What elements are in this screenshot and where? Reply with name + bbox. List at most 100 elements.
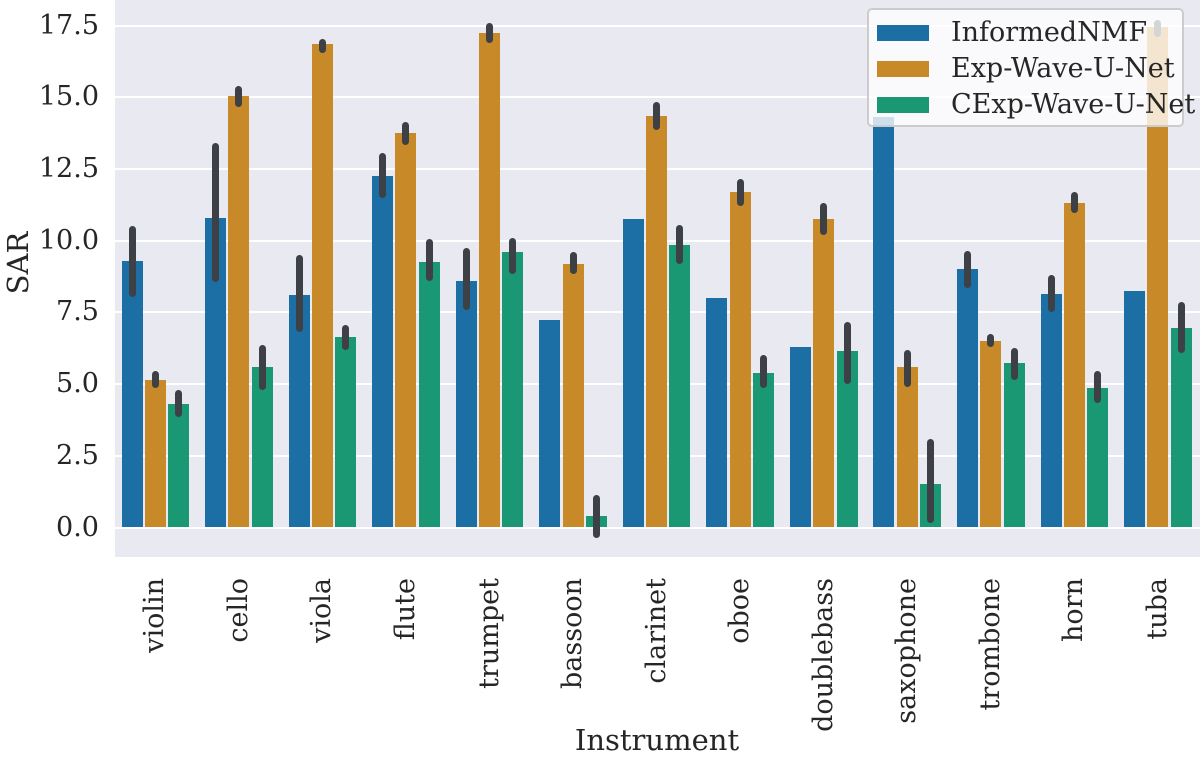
bar-exp-wave-u-net-trumpet — [479, 32, 500, 528]
x-tick-label-violin: violin — [139, 578, 171, 653]
error-bar-exp-wave-u-net-oboe — [736, 179, 744, 207]
error-bar-cexp-wave-u-net-trombone — [1010, 348, 1018, 380]
error-bar-exp-wave-u-net-saxophone — [903, 349, 911, 387]
bar-exp-wave-u-net-trombone — [980, 341, 1002, 528]
legend-label: Exp-Wave-U-Net — [951, 53, 1175, 84]
bar-informednmf-violin — [121, 260, 143, 528]
error-bar-cexp-wave-u-net-bassoon — [592, 494, 600, 538]
bar-exp-wave-u-net-saxophone — [896, 366, 918, 528]
bar-exp-wave-u-net-bassoon — [562, 263, 584, 528]
bar-exp-wave-u-net-horn — [1063, 203, 1085, 528]
bar-exp-wave-u-net-doublebass — [813, 219, 835, 528]
error-bar-cexp-wave-u-net-horn — [1094, 371, 1102, 403]
gridline — [115, 526, 1200, 529]
bar-exp-wave-u-net-viola — [311, 44, 333, 528]
legend-label: InformedNMF — [951, 17, 1148, 48]
bar-informednmf-trombone — [957, 269, 978, 528]
x-tick-label-clarinet: clarinet — [640, 578, 672, 684]
bar-informednmf-bassoon — [539, 319, 561, 528]
bar-cexp-wave-u-net-flute — [418, 262, 440, 528]
y-tick-label: 2.5 — [56, 439, 99, 471]
error-bar-cexp-wave-u-net-tuba — [1177, 302, 1185, 353]
legend-item-informednmf: InformedNMF — [877, 15, 1172, 51]
x-tick-label-viola: viola — [306, 578, 338, 643]
error-bar-cexp-wave-u-net-clarinet — [676, 224, 684, 264]
error-bar-exp-wave-u-net-trumpet — [486, 22, 493, 43]
gridline — [115, 96, 1200, 99]
bar-cexp-wave-u-net-violin — [168, 404, 190, 528]
y-tick-label: 10.0 — [38, 224, 99, 256]
error-bar-exp-wave-u-net-flute — [402, 121, 410, 145]
error-bar-cexp-wave-u-net-cello — [258, 345, 266, 390]
x-tick-label-bassoon: bassoon — [557, 578, 589, 689]
error-bar-exp-wave-u-net-cello — [235, 85, 243, 108]
bar-cexp-wave-u-net-oboe — [752, 372, 774, 528]
legend-swatch-informednmf — [877, 25, 929, 41]
error-bar-informednmf-trumpet — [462, 247, 470, 310]
y-tick-label: 17.5 — [38, 9, 99, 41]
x-axis-label: Instrument — [574, 723, 740, 757]
legend-label: CExp-Wave-U-Net — [951, 89, 1196, 120]
error-bar-exp-wave-u-net-doublebass — [820, 203, 828, 235]
y-tick-label: 12.5 — [38, 153, 99, 184]
bar-cexp-wave-u-net-trumpet — [502, 252, 524, 528]
y-axis-label: SAR — [1, 231, 35, 295]
x-tick-label-horn: horn — [1058, 578, 1090, 642]
bar-informednmf-saxophone — [873, 117, 895, 528]
x-tick-label-oboe: oboe — [724, 578, 756, 644]
error-bar-exp-wave-u-net-viola — [318, 38, 326, 53]
bar-exp-wave-u-net-flute — [395, 133, 417, 528]
bar-informednmf-clarinet — [622, 219, 644, 528]
legend-swatch-cexp-wave-u-net — [877, 97, 929, 113]
error-bar-cexp-wave-u-net-flute — [425, 239, 433, 281]
y-tick-label: 7.5 — [56, 296, 99, 328]
x-tick-label-saxophone: saxophone — [891, 578, 923, 724]
error-bar-informednmf-cello — [212, 143, 220, 283]
x-tick-label-tuba: tuba — [1141, 578, 1173, 640]
x-tick-label-trumpet: trumpet — [473, 578, 505, 689]
bar-informednmf-tuba — [1124, 290, 1146, 528]
bar-informednmf-flute — [372, 176, 394, 528]
bar-cexp-wave-u-net-tuba — [1170, 328, 1192, 528]
bar-exp-wave-u-net-violin — [144, 379, 166, 528]
y-tick-label: 5.0 — [56, 368, 99, 400]
error-bar-cexp-wave-u-net-saxophone — [927, 438, 935, 524]
x-tick-label-doublebass: doublebass — [807, 578, 839, 732]
error-bar-exp-wave-u-net-clarinet — [653, 101, 661, 131]
bar-cexp-wave-u-net-trombone — [1003, 362, 1025, 528]
error-bar-exp-wave-u-net-violin — [151, 371, 159, 389]
bar-informednmf-cello — [205, 217, 227, 528]
error-bar-cexp-wave-u-net-viola — [342, 325, 350, 350]
error-bar-informednmf-violin — [128, 226, 136, 297]
legend-item-exp-wave-u-net: Exp-Wave-U-Net — [877, 51, 1175, 87]
bar-informednmf-viola — [288, 295, 310, 528]
y-tick-label: 0.0 — [56, 511, 99, 543]
error-bar-informednmf-trombone — [964, 250, 971, 289]
error-bar-informednmf-viola — [295, 255, 303, 333]
bar-informednmf-doublebass — [789, 346, 811, 528]
x-tick-label-trombone: trombone — [974, 578, 1006, 711]
legend-item-cexp-wave-u-net: CExp-Wave-U-Net — [877, 87, 1195, 123]
bar-exp-wave-u-net-cello — [228, 95, 250, 528]
error-bar-cexp-wave-u-net-trumpet — [509, 237, 517, 274]
bar-cexp-wave-u-net-viola — [335, 336, 357, 528]
bar-exp-wave-u-net-clarinet — [646, 115, 668, 528]
x-tick-label-flute: flute — [389, 578, 421, 641]
bar-informednmf-trumpet — [455, 280, 477, 528]
legend: InformedNMF Exp-Wave-U-Net CExp-Wave-U-N… — [867, 8, 1195, 127]
error-bar-cexp-wave-u-net-violin — [175, 389, 183, 418]
bar-cexp-wave-u-net-doublebass — [836, 351, 858, 528]
error-bar-exp-wave-u-net-bassoon — [569, 252, 577, 274]
x-tick-label-cello: cello — [222, 578, 254, 643]
legend-swatch-exp-wave-u-net — [877, 61, 929, 77]
gridline — [115, 24, 1200, 27]
bar-informednmf-horn — [1040, 293, 1062, 528]
bar-informednmf-oboe — [706, 298, 728, 528]
bar-cexp-wave-u-net-horn — [1087, 388, 1109, 528]
bar-cexp-wave-u-net-clarinet — [669, 245, 691, 528]
error-bar-informednmf-horn — [1047, 275, 1055, 313]
y-tick-label: 15.0 — [38, 81, 99, 113]
bar-exp-wave-u-net-oboe — [729, 191, 751, 528]
error-bar-exp-wave-u-net-horn — [1070, 191, 1078, 214]
